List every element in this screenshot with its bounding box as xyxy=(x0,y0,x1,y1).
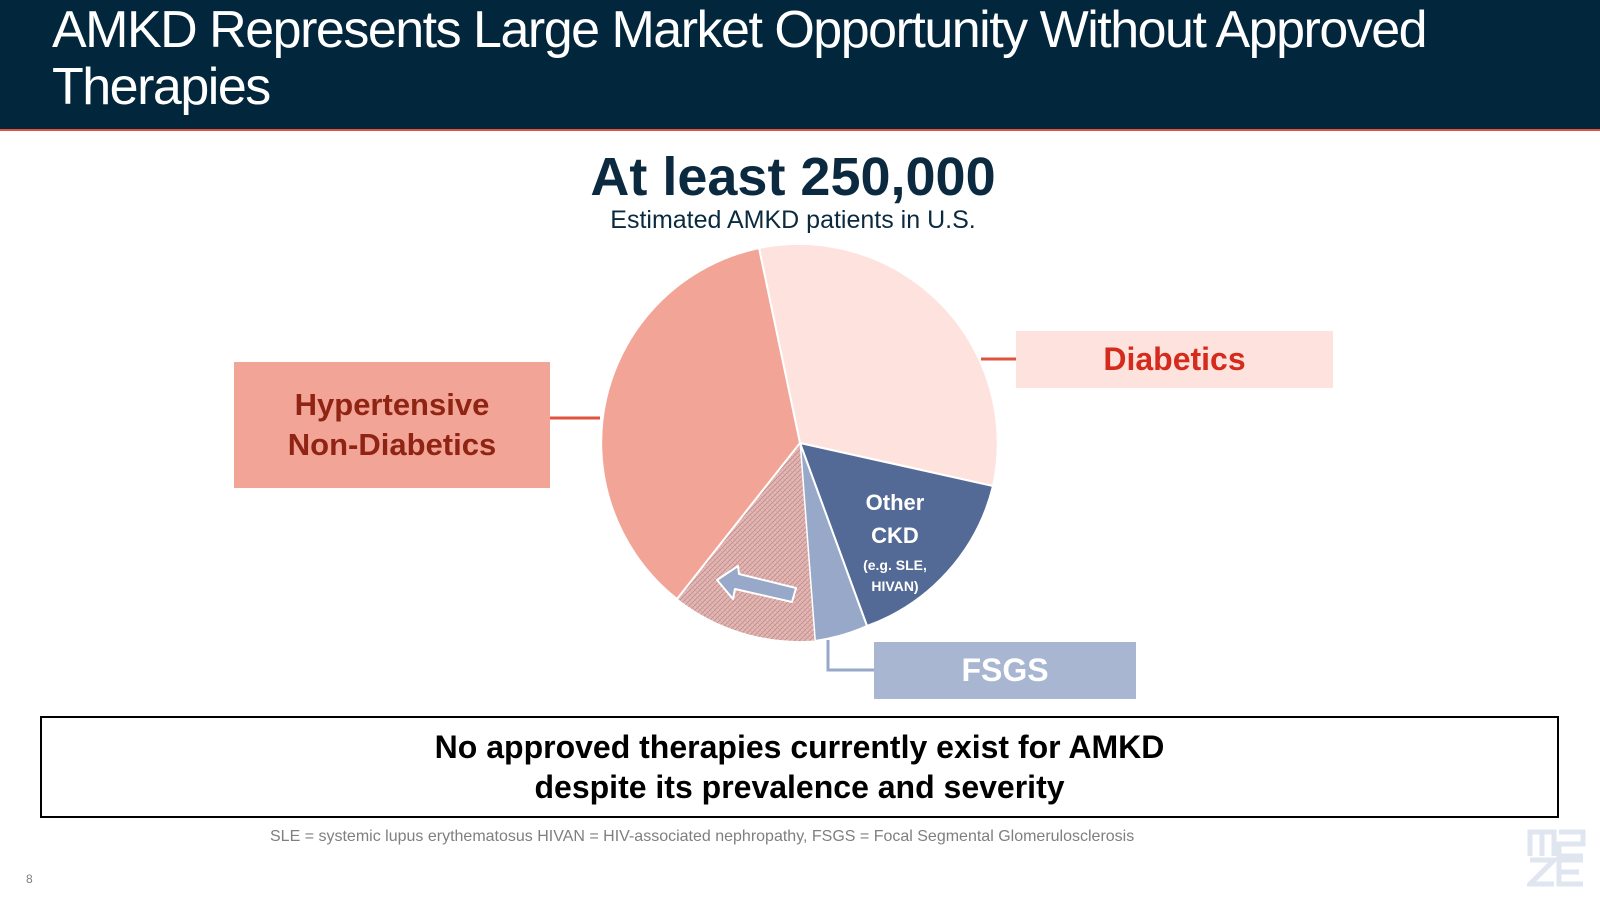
no-approved-therapies-callout: No approved therapies currently exist fo… xyxy=(40,716,1559,818)
other-ckd-note-line1: (e.g. SLE, xyxy=(863,557,927,573)
callout-line1: No approved therapies currently exist fo… xyxy=(434,729,1165,765)
pie-slice-diabetics xyxy=(757,243,999,488)
other-ckd-note-line2: HIVAN) xyxy=(871,578,919,594)
slide-title: AMKD Represents Large Market Opportunity… xyxy=(52,1,1428,116)
label-diabetics: Diabetics xyxy=(1016,331,1333,388)
maze-logo-icon xyxy=(1527,829,1586,887)
abbreviations-footnote: SLE = systemic lupus erythematosus HIVAN… xyxy=(270,828,1135,845)
page-number: 8 xyxy=(26,872,33,886)
pie-slice-hypertensive xyxy=(600,246,802,601)
other-ckd-line2: CKD xyxy=(871,523,919,548)
pie-slice-other-ckd xyxy=(798,441,995,628)
hypertensive-label-line2: Non-Diabetics xyxy=(287,427,497,462)
headline-stat: At least 250,000 xyxy=(590,147,996,207)
headline-caption: Estimated AMKD patients in U.S. xyxy=(610,206,976,234)
hypertensive-label-line1: Hypertensive xyxy=(294,387,490,422)
header-bar: AMKD Represents Large Market Opportunity… xyxy=(0,0,1600,131)
label-fsgs: FSGS xyxy=(874,642,1136,699)
fsgs-connector xyxy=(826,640,874,672)
callout-line2: despite its prevalence and severity xyxy=(534,769,1065,805)
arrow-left-icon xyxy=(716,565,797,603)
label-other-ckd: Other CKD (e.g. SLE, HIVAN) xyxy=(840,486,950,597)
label-hypertensive-non-diabetics: Hypertensive Non-Diabetics xyxy=(234,362,550,488)
other-ckd-note: (e.g. SLE, HIVAN) xyxy=(840,555,950,597)
other-ckd-line1: Other xyxy=(865,490,925,515)
